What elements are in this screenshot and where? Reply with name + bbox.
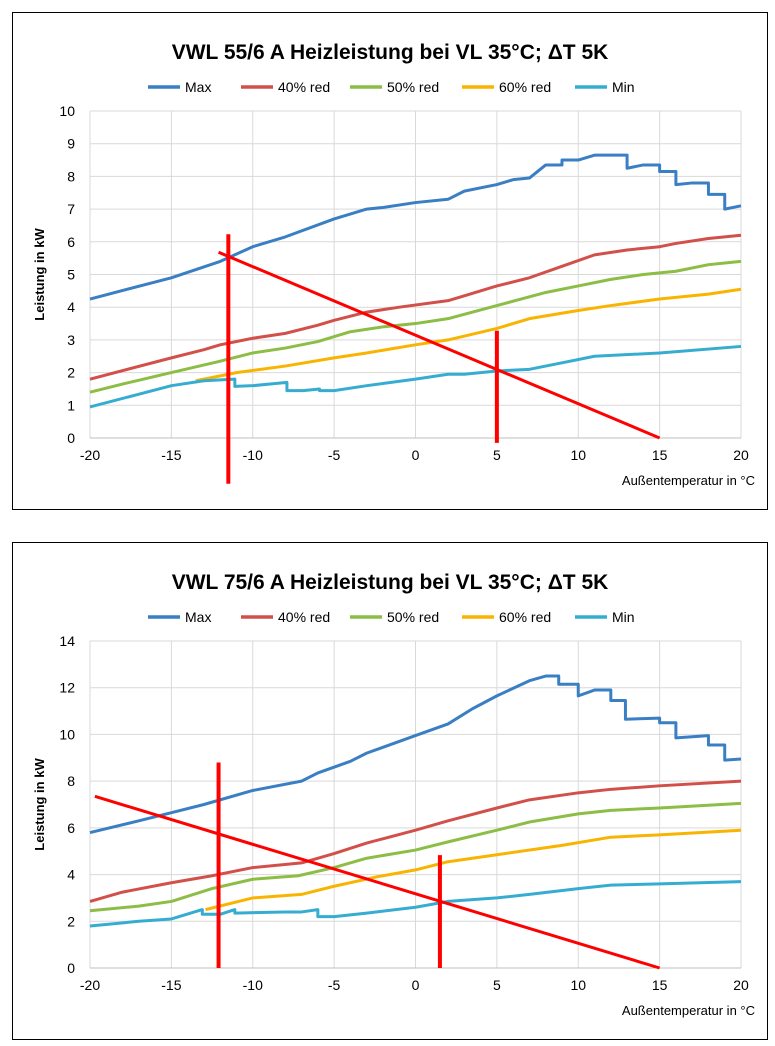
y-tick-label: 14	[59, 633, 75, 649]
legend-label: 60% red	[499, 79, 551, 95]
series-line-60-red	[205, 828, 742, 912]
y-tick-label: 1	[67, 397, 75, 413]
x-axis-title: Außentemperatur in °C	[622, 1003, 755, 1018]
series-line-min	[89, 880, 742, 928]
series-line-40-red	[89, 233, 742, 381]
legend-label: Min	[612, 79, 635, 95]
y-axis-title: Leistung in kW	[32, 228, 47, 321]
x-tick-label: -20	[80, 447, 100, 463]
legend-label: 50% red	[387, 609, 439, 625]
x-tick-label: 0	[412, 977, 420, 993]
series-line-max	[89, 674, 742, 834]
y-tick-label: 0	[67, 430, 75, 446]
legend-label: Max	[185, 79, 211, 95]
y-tick-label: 6	[67, 820, 75, 836]
annotation-red-line	[217, 250, 661, 440]
y-tick-label: 10	[59, 726, 75, 742]
legend-label: Max	[185, 609, 211, 625]
y-tick-label: 3	[67, 332, 75, 348]
x-tick-label: 20	[733, 447, 749, 463]
x-tick-label: 10	[570, 447, 586, 463]
x-tick-label: 20	[733, 977, 749, 993]
x-tick-label: -5	[328, 977, 341, 993]
series-line-40-red	[89, 779, 742, 903]
legend-label: 40% red	[278, 79, 330, 95]
y-tick-label: 6	[67, 234, 75, 250]
x-tick-label: -5	[328, 447, 341, 463]
x-tick-label: -15	[161, 977, 181, 993]
series-line-50-red	[89, 801, 742, 913]
chart-title: VWL 55/6 A Heizleistung bei VL 35°C; ΔT …	[172, 41, 609, 64]
x-tick-label: 5	[493, 977, 501, 993]
x-axis-title: Außentemperatur in °C	[622, 473, 755, 488]
x-tick-label: 10	[570, 977, 586, 993]
y-tick-label: 2	[67, 913, 75, 929]
y-tick-label: 5	[67, 267, 75, 283]
chart-svg: VWL 75/6 A Heizleistung bei VL 35°C; ΔT …	[32, 571, 755, 1018]
series-line-max	[89, 153, 742, 301]
y-tick-label: 4	[67, 299, 75, 315]
x-tick-label: 5	[493, 447, 501, 463]
annotation-red-line	[94, 794, 661, 970]
x-tick-label: 15	[652, 447, 668, 463]
x-tick-label: 0	[412, 447, 420, 463]
chart-vwl-55: VWL 55/6 A Heizleistung bei VL 35°C; ΔT …	[12, 12, 768, 510]
chart-title: VWL 75/6 A Heizleistung bei VL 35°C; ΔT …	[172, 571, 609, 594]
chart-svg: VWL 55/6 A Heizleistung bei VL 35°C; ΔT …	[32, 41, 755, 488]
series-line-60-red	[195, 287, 742, 383]
chart-vwl-75: VWL 75/6 A Heizleistung bei VL 35°C; ΔT …	[12, 542, 768, 1040]
x-tick-label: 15	[652, 977, 668, 993]
y-axis-title: Leistung in kW	[32, 758, 47, 851]
series-line-min	[89, 344, 742, 409]
y-tick-label: 10	[59, 103, 75, 119]
series-line-50-red	[89, 259, 742, 394]
y-tick-label: 7	[67, 201, 75, 217]
legend-label: 40% red	[278, 609, 330, 625]
legend-label: 60% red	[499, 609, 551, 625]
x-tick-label: -10	[243, 977, 263, 993]
y-tick-label: 2	[67, 365, 75, 381]
y-tick-label: 12	[59, 680, 75, 696]
legend-label: Min	[612, 609, 635, 625]
x-tick-label: -10	[243, 447, 263, 463]
y-tick-label: 9	[67, 136, 75, 152]
x-tick-label: -15	[161, 447, 181, 463]
y-tick-label: 4	[67, 867, 75, 883]
x-tick-label: -20	[80, 977, 100, 993]
y-tick-label: 8	[67, 168, 75, 184]
legend-label: 50% red	[387, 79, 439, 95]
y-tick-label: 0	[67, 960, 75, 976]
y-tick-label: 8	[67, 773, 75, 789]
